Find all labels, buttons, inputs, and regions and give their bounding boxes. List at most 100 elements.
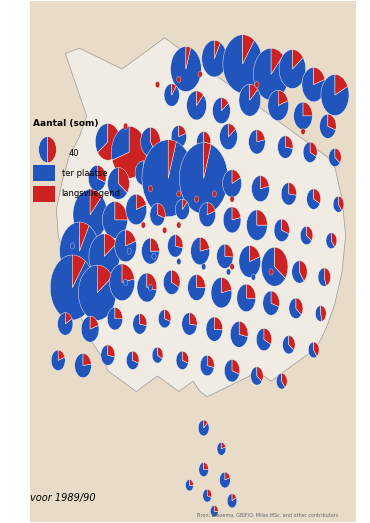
Wedge shape [158,347,163,359]
Wedge shape [202,40,227,77]
Circle shape [212,191,216,197]
Wedge shape [263,291,279,315]
Wedge shape [73,255,85,288]
Wedge shape [104,234,117,256]
Wedge shape [307,226,313,241]
Wedge shape [214,505,218,511]
Wedge shape [232,169,241,184]
Wedge shape [239,321,248,337]
Wedge shape [221,98,229,111]
Wedge shape [230,321,248,347]
Circle shape [124,123,128,129]
Wedge shape [185,480,194,491]
Wedge shape [207,489,212,497]
Wedge shape [199,462,209,476]
Wedge shape [279,50,306,88]
Text: Bron: Diezema, GBIF/O. Milas MSc. and other contributors: Bron: Diezema, GBIF/O. Milas MSc. and ot… [196,513,338,517]
Wedge shape [172,84,176,95]
FancyBboxPatch shape [30,2,356,521]
FancyBboxPatch shape [33,186,55,202]
Wedge shape [176,351,188,370]
Wedge shape [220,123,238,150]
Wedge shape [320,114,336,139]
Wedge shape [223,35,263,93]
Wedge shape [171,47,201,92]
Wedge shape [308,342,317,358]
Wedge shape [303,102,312,116]
Wedge shape [335,74,348,95]
Wedge shape [89,234,120,279]
Wedge shape [225,472,230,480]
Wedge shape [133,314,147,334]
Wedge shape [80,222,89,251]
Wedge shape [142,238,159,264]
Wedge shape [118,167,130,193]
Wedge shape [182,199,187,210]
Wedge shape [257,367,263,381]
Wedge shape [283,336,294,354]
Wedge shape [219,472,231,488]
Wedge shape [217,244,233,268]
Wedge shape [232,207,241,220]
Wedge shape [329,148,340,167]
Wedge shape [143,161,152,173]
Wedge shape [300,226,312,245]
Wedge shape [224,359,239,382]
Wedge shape [207,202,215,214]
Wedge shape [102,201,128,238]
Circle shape [255,82,259,88]
Wedge shape [332,233,337,247]
Wedge shape [199,202,215,227]
Circle shape [195,196,199,202]
Wedge shape [158,203,165,218]
Wedge shape [88,165,106,191]
Wedge shape [168,140,176,178]
Wedge shape [97,165,106,183]
Wedge shape [214,317,223,330]
Wedge shape [214,40,221,59]
Wedge shape [186,91,206,120]
Circle shape [202,264,206,270]
Wedge shape [108,345,115,357]
Wedge shape [315,305,322,322]
Wedge shape [191,237,209,265]
Wedge shape [268,90,289,121]
Wedge shape [151,127,160,154]
Wedge shape [250,367,262,385]
Wedge shape [278,136,293,158]
Wedge shape [310,142,317,156]
Wedge shape [229,123,236,137]
Wedge shape [246,284,256,299]
Wedge shape [200,237,209,251]
Wedge shape [204,143,211,178]
Wedge shape [81,316,99,342]
Wedge shape [321,305,326,321]
Wedge shape [200,355,214,376]
Wedge shape [47,137,56,163]
Wedge shape [333,196,342,212]
FancyBboxPatch shape [33,165,55,181]
Wedge shape [122,264,134,282]
Wedge shape [271,291,279,307]
Wedge shape [73,189,107,240]
Wedge shape [141,127,156,156]
Wedge shape [51,350,65,371]
Wedge shape [328,114,336,130]
Wedge shape [232,359,240,374]
Wedge shape [307,189,320,209]
Wedge shape [150,203,165,226]
Wedge shape [50,255,95,320]
Wedge shape [249,130,265,154]
Wedge shape [257,210,267,225]
Wedge shape [261,247,285,286]
Wedge shape [239,84,261,116]
Wedge shape [189,313,197,325]
Wedge shape [136,194,146,210]
Wedge shape [182,313,197,335]
Wedge shape [281,183,296,205]
Wedge shape [175,235,183,248]
Wedge shape [95,123,108,153]
Circle shape [70,243,74,249]
Wedge shape [152,347,162,363]
Wedge shape [223,207,241,233]
